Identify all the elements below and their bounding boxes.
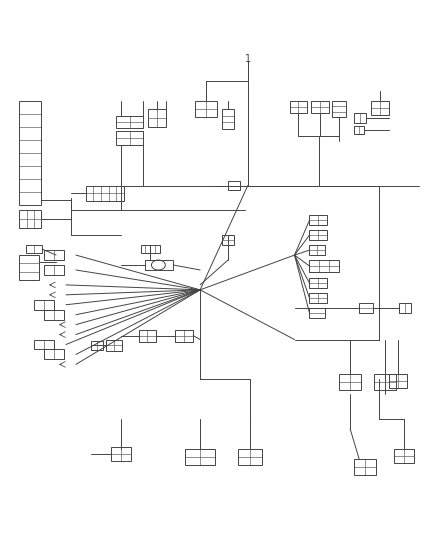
Bar: [44, 250, 64, 260]
Bar: [116, 131, 144, 145]
Bar: [332, 101, 346, 117]
Bar: [106, 340, 122, 351]
Bar: [222, 109, 234, 129]
Bar: [175, 329, 193, 342]
Bar: [19, 101, 41, 205]
Bar: [389, 374, 407, 388]
Bar: [339, 374, 361, 390]
Bar: [228, 181, 240, 190]
Bar: [145, 260, 173, 270]
Bar: [111, 447, 131, 461]
Bar: [222, 235, 234, 245]
Bar: [309, 215, 327, 225]
Bar: [309, 278, 327, 288]
Bar: [354, 459, 376, 475]
Bar: [311, 101, 329, 113]
Bar: [34, 300, 54, 310]
Bar: [19, 255, 39, 280]
Bar: [309, 260, 339, 272]
Bar: [34, 340, 54, 350]
Bar: [394, 449, 414, 463]
Bar: [309, 230, 327, 240]
Bar: [19, 211, 41, 228]
Bar: [354, 126, 364, 134]
Bar: [195, 101, 217, 117]
Bar: [374, 374, 396, 390]
Bar: [148, 109, 166, 127]
Bar: [371, 101, 389, 115]
Text: 1: 1: [245, 54, 251, 64]
Bar: [91, 341, 103, 351]
Bar: [44, 310, 64, 320]
Bar: [309, 245, 325, 255]
Bar: [141, 245, 160, 253]
Bar: [354, 113, 366, 123]
Bar: [26, 245, 42, 253]
Bar: [359, 303, 373, 313]
Bar: [86, 185, 124, 201]
Bar: [399, 303, 411, 313]
Bar: [185, 449, 215, 465]
Bar: [138, 329, 156, 342]
Bar: [116, 116, 144, 128]
Bar: [238, 449, 262, 465]
Bar: [309, 308, 325, 318]
Bar: [44, 265, 64, 275]
Bar: [44, 350, 64, 359]
Bar: [290, 101, 307, 113]
Bar: [309, 293, 327, 303]
